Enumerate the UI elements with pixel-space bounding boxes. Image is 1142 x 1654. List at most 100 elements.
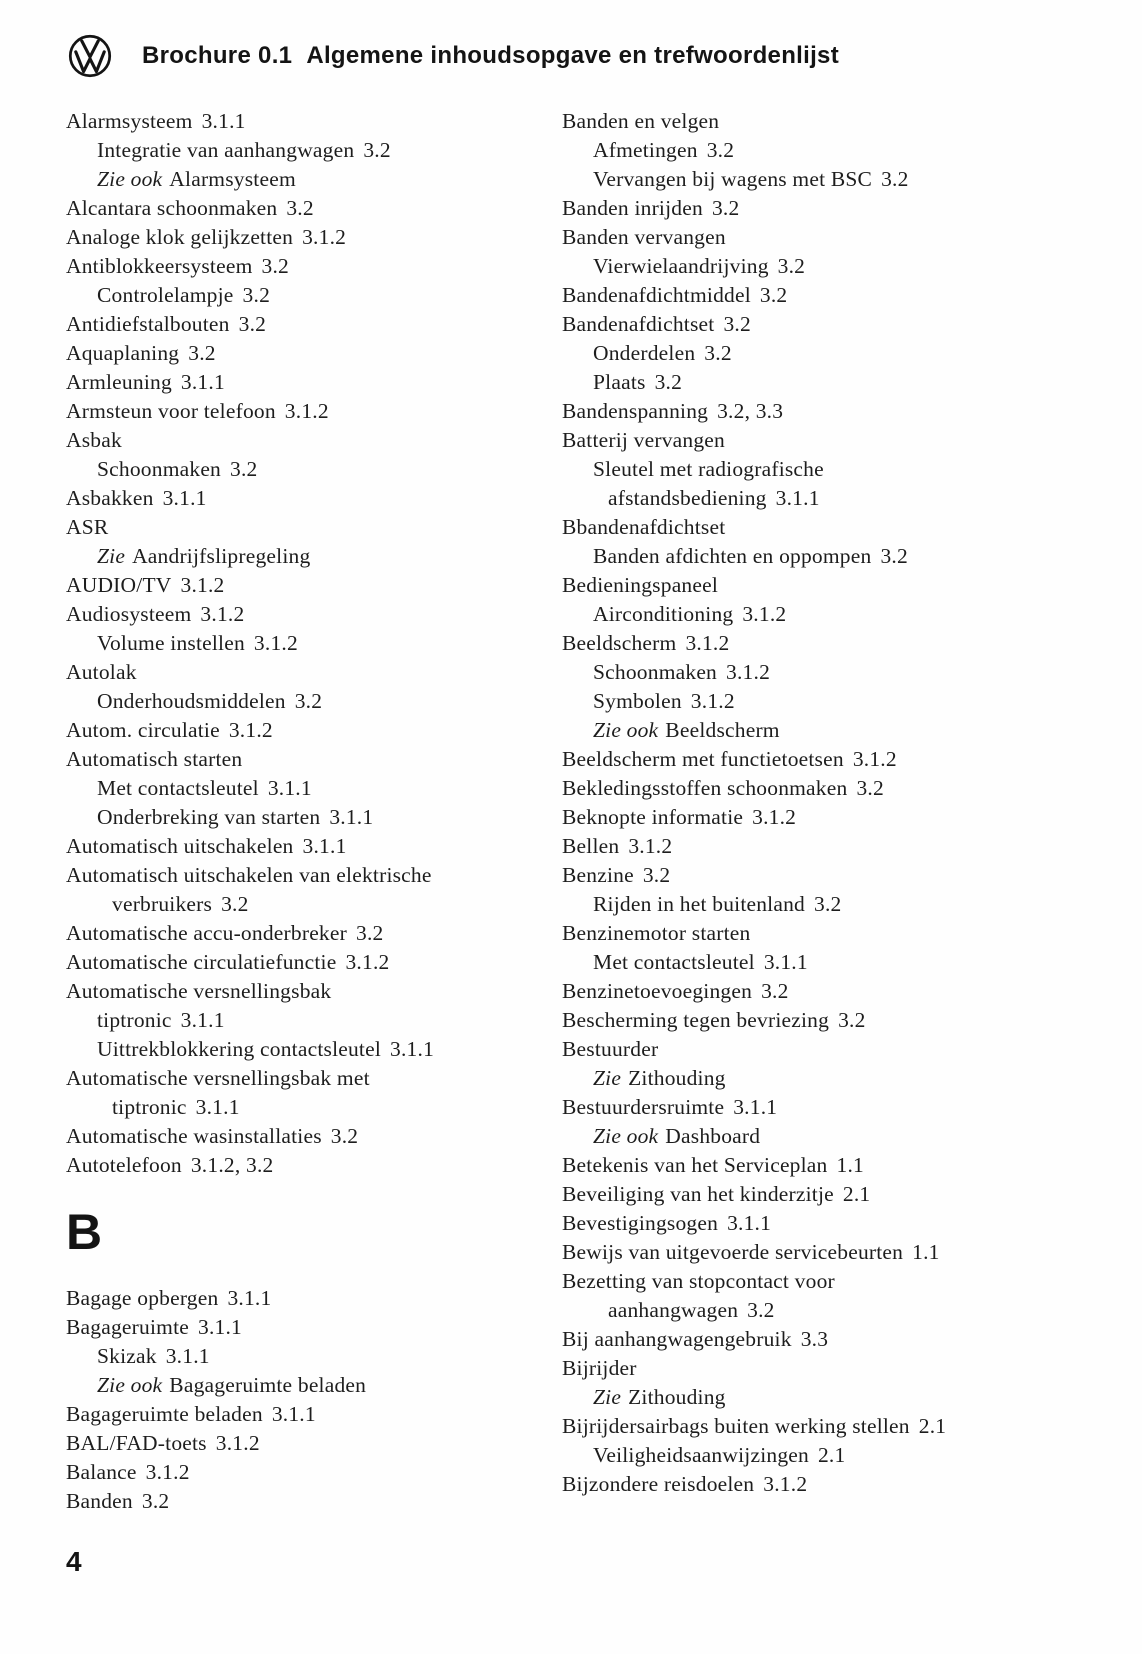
entry-text: Onderhoudsmiddelen <box>97 689 286 713</box>
entry-text: Veiligheidsaanwijzingen <box>593 1443 809 1467</box>
entry-ref: 3.2 <box>188 341 216 365</box>
index-entry: Antidiefstalbouten 3.2 <box>66 310 562 339</box>
entry-ref: 3.1.1 <box>390 1037 435 1061</box>
index-entry: Automatische accu-onderbreker 3.2 <box>66 919 562 948</box>
entry-text: Bescherming tegen bevriezing <box>562 1008 830 1032</box>
entry-ref: 3.1.2 <box>253 631 298 655</box>
index-entry: Benzinetoevoegingen 3.2 <box>562 977 1112 1006</box>
see-also-prefix: Zie ook <box>97 167 163 191</box>
entry-ref: 1.1 <box>836 1153 864 1177</box>
entry-text: Antiblokkeersysteem <box>66 254 253 278</box>
entry-ref: 3.2 <box>704 341 732 365</box>
entry-text: Beknopte informatie <box>562 805 744 829</box>
index-entry: Schoonmaken 3.1.2 <box>562 658 1112 687</box>
entry-ref: 3.1.1 <box>267 776 312 800</box>
entry-ref: 3.1.2 <box>742 602 787 626</box>
entry-text: Zithouding <box>628 1385 726 1409</box>
entry-text: Bagage opbergen <box>66 1286 219 1310</box>
entry-ref: 3.1.1 <box>195 1095 240 1119</box>
entry-text: Bagageruimte beladen <box>169 1373 367 1397</box>
entry-text: Integratie van aanhangwagen <box>97 138 355 162</box>
index-entry: ASR <box>66 513 562 542</box>
entry-text: Analoge klok gelijkzetten <box>66 225 294 249</box>
index-entry: Zie Aandrijfslipregeling <box>66 542 562 571</box>
entry-text: Uittrekblokkering contactsleutel <box>97 1037 382 1061</box>
entry-text: tiptronic <box>112 1095 187 1119</box>
index-entry: Onderhoudsmiddelen 3.2 <box>66 687 562 716</box>
index-entry: Automatische versnellingsbak <box>66 977 562 1006</box>
index-entry: Sleutel met radiografische <box>562 455 1112 484</box>
entry-text: Autolak <box>66 660 137 684</box>
entry-ref: 3.2 <box>711 196 740 220</box>
index-entry: Bagageruimte 3.1.1 <box>66 1313 562 1342</box>
entry-text: Automatische wasinstallaties <box>66 1124 322 1148</box>
entry-ref: 3.1.2 <box>284 399 329 423</box>
entry-text: Bezetting van stopcontact voor <box>562 1269 835 1293</box>
entry-text: Met contactsleutel <box>97 776 259 800</box>
entry-ref: 3.1.1 <box>329 805 374 829</box>
entry-ref: 3.3 <box>800 1327 829 1351</box>
entry-text: Sleutel met radiografische <box>593 457 824 481</box>
entry-text: Autom. circulatie <box>66 718 220 742</box>
index-entry: Analoge klok gelijkzetten 3.1.2 <box>66 223 562 252</box>
entry-text: Alarmsysteem <box>66 109 193 133</box>
entry-text: Afmetingen <box>593 138 698 162</box>
entry-text: Benzinetoevoegingen <box>562 979 753 1003</box>
entry-ref: 3.1.2 <box>345 950 390 974</box>
entry-text: Controlelampje <box>97 283 234 307</box>
index-entry: tiptronic 3.1.1 <box>66 1006 562 1035</box>
index-entry: afstandsbediening 3.1.1 <box>562 484 1112 513</box>
entry-text: Armsteun voor telefoon <box>66 399 276 423</box>
index-entry: Veiligheidsaanwijzingen 2.1 <box>562 1441 1112 1470</box>
entry-text: Banden <box>66 1489 133 1513</box>
index-entry: Balance 3.1.2 <box>66 1458 562 1487</box>
entry-ref: 3.2 <box>706 138 735 162</box>
index-entry: Banden afdichten en oppompen 3.2 <box>562 542 1112 571</box>
entry-ref: 3.1.2 <box>690 689 735 713</box>
entry-text: Automatische versnellingsbak met <box>66 1066 370 1090</box>
entry-text: Banden vervangen <box>562 225 726 249</box>
entry-text: Alarmsysteem <box>169 167 296 191</box>
entry-ref: 1.1 <box>912 1240 940 1264</box>
index-entry: Automatisch uitschakelen 3.1.1 <box>66 832 562 861</box>
index-entry: Bandenspanning 3.2, 3.3 <box>562 397 1112 426</box>
entry-text: Met contactsleutel <box>593 950 755 974</box>
entry-ref: 3.2 <box>759 283 788 307</box>
index-entry: BAL/FAD-toets 3.1.2 <box>66 1429 562 1458</box>
see-also-prefix: Zie ook <box>97 1373 163 1397</box>
entry-text: BAL/FAD-toets <box>66 1431 207 1455</box>
index-entry: Zie Zithouding <box>562 1383 1112 1412</box>
index-entry: Zie ook Bagageruimte beladen <box>66 1371 562 1400</box>
index-entry: Zie ook Beeldscherm <box>562 716 1112 745</box>
index-entry: Bestuurder <box>562 1035 1112 1064</box>
entry-text: Autotelefoon <box>66 1153 182 1177</box>
entry-text: Onderbreking van starten <box>97 805 321 829</box>
index-entry: Banden vervangen <box>562 223 1112 252</box>
index-entry: Integratie van aanhangwagen 3.2 <box>66 136 562 165</box>
index-entry: Skizak 3.1.1 <box>66 1342 562 1371</box>
entry-text: Bandenafdichtset <box>562 312 715 336</box>
section-letter-heading: B <box>66 1204 103 1260</box>
entry-text: afstandsbediening <box>608 486 767 510</box>
entry-text: Audiosysteem <box>66 602 192 626</box>
index-entry: Autotelefoon 3.1.2, 3.2 <box>66 1151 562 1180</box>
see-also-prefix: Zie <box>97 544 126 568</box>
entry-text: Bbandenafdichtset <box>562 515 726 539</box>
entry-text: Automatische versnellingsbak <box>66 979 332 1003</box>
entry-text: Aquaplaning <box>66 341 180 365</box>
entry-ref: 3.2 <box>747 1298 775 1322</box>
index-entry: Alarmsysteem 3.1.1 <box>66 107 562 136</box>
index-entry: Bijrijder <box>562 1354 1112 1383</box>
entry-text: Betekenis van het Serviceplan <box>562 1153 828 1177</box>
entry-text: Bandenspanning <box>562 399 709 423</box>
entry-text: Vervangen bij wagens met BSC <box>593 167 873 191</box>
index-entry: Met contactsleutel 3.1.1 <box>562 948 1112 977</box>
index-entry: Autolak <box>66 658 562 687</box>
entry-text: Bestuurdersruimte <box>562 1095 725 1119</box>
entry-text: Bekledingsstoffen schoonmaken <box>562 776 848 800</box>
entry-ref: 3.2 <box>230 457 258 481</box>
entry-text: Bellen <box>562 834 620 858</box>
entry-ref: 3.1.1 <box>165 1344 210 1368</box>
index-entry: Met contactsleutel 3.1.1 <box>66 774 562 803</box>
